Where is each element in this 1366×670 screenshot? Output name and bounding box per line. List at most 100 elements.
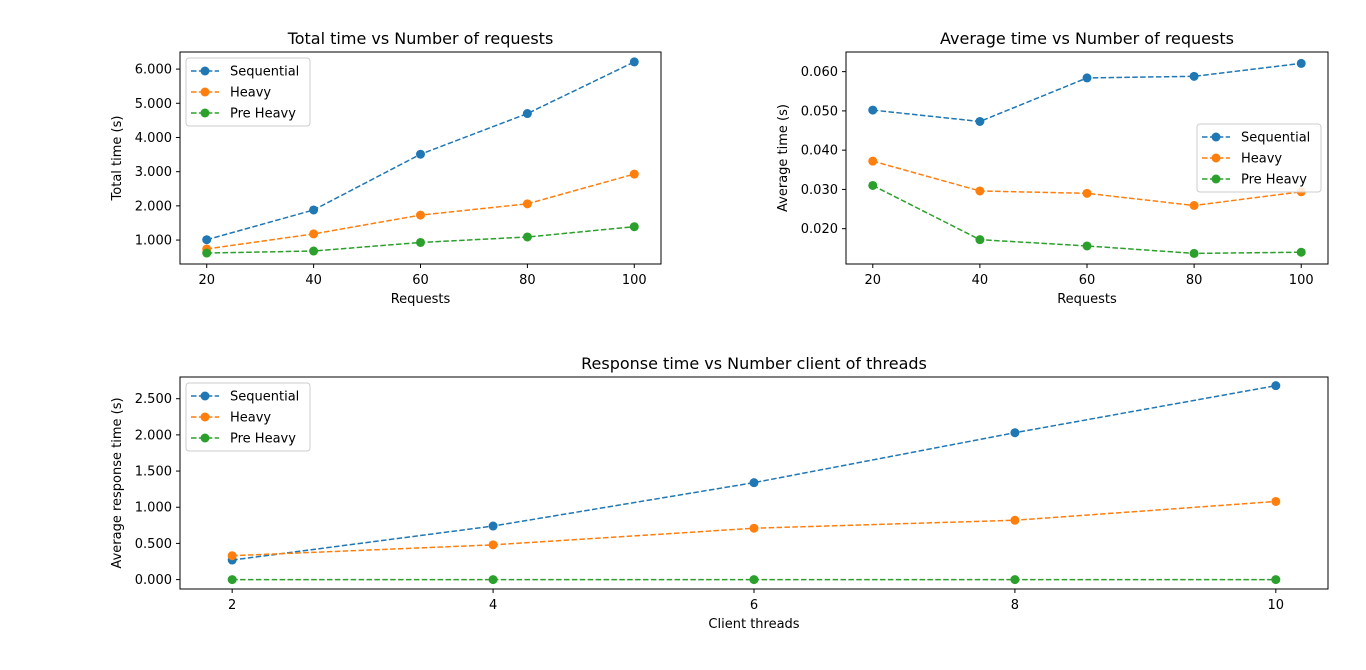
legend-entry: Heavy [1202, 152, 1282, 167]
legend: Sequential Heavy Pre Heavy [185, 57, 311, 127]
series-line-sequential [232, 384, 1276, 561]
legend-entry: Heavy [191, 411, 271, 426]
x-tick-label: 6 [750, 598, 758, 613]
data-point-sequential [488, 521, 498, 531]
legend-marker [1211, 174, 1221, 184]
data-point-sequential [1010, 428, 1020, 438]
chart-3: Response time vs Number client of thread… [110, 354, 1329, 632]
plot-frame [179, 376, 1329, 590]
legend-label: Sequential [230, 390, 299, 405]
data-point-pre-heavy [1010, 575, 1020, 585]
data-point-pre-heavy [488, 575, 498, 585]
data-point-heavy [868, 156, 878, 166]
x-tick-label: 2 [228, 598, 236, 613]
data-point-heavy [1010, 515, 1020, 525]
y-tick-label: 0.020 [801, 222, 838, 237]
data-point-sequential [522, 109, 532, 119]
legend-marker [200, 87, 210, 97]
legend-box [185, 57, 311, 127]
x-tick-label: 100 [622, 273, 647, 288]
x-tick-label: 40 [305, 273, 322, 288]
data-point-heavy [1189, 201, 1199, 211]
legend-label: Heavy [1241, 152, 1282, 167]
y-tick-label: 0.060 [801, 65, 838, 80]
data-point-sequential [1082, 73, 1092, 83]
plot-frame [179, 51, 662, 265]
x-tick-label: 10 [1268, 598, 1285, 613]
legend-label: Heavy [230, 86, 271, 101]
x-axis-label: Requests [391, 292, 451, 307]
y-tick-label: 6.000 [135, 63, 172, 78]
y-tick-label: 2.000 [135, 428, 172, 443]
legend-label: Pre Heavy [230, 107, 296, 122]
data-point-pre-heavy [202, 248, 212, 258]
plot-frame [845, 51, 1329, 265]
data-point-pre-heavy [1296, 247, 1306, 257]
data-point-pre-heavy [1271, 575, 1281, 585]
chart-1: Total time vs Number of requests 20 40 60 80… [110, 29, 662, 307]
legend-box [185, 382, 311, 452]
legend: Sequential Heavy Pre Heavy [185, 382, 311, 452]
y-axis-label: Total time (s) [110, 116, 125, 202]
data-point-pre-heavy [975, 235, 985, 245]
legend-label: Sequential [230, 65, 299, 80]
x-tick-label: 4 [489, 598, 497, 613]
y-tick-label: 0.030 [801, 183, 838, 198]
legend-entry: Sequential [1202, 131, 1310, 146]
x-tick-label: 80 [1186, 273, 1203, 288]
data-point-heavy [522, 199, 532, 209]
data-point-pre-heavy [522, 232, 532, 242]
legend-label: Pre Heavy [1241, 173, 1307, 188]
x-axis-label: Client threads [708, 617, 799, 632]
x-tick-label: 40 [972, 273, 989, 288]
legend-marker [200, 433, 210, 443]
data-point-sequential [416, 149, 425, 159]
legend-entry: Heavy [191, 86, 271, 101]
data-point-pre-heavy [629, 222, 639, 232]
legend-entry: Sequential [191, 390, 299, 405]
legend-label: Sequential [1241, 131, 1310, 146]
y-tick-label: 3.000 [135, 165, 172, 180]
y-tick-label: 2.000 [135, 199, 172, 214]
data-point-sequential [1189, 71, 1199, 81]
series-line-pre-heavy [872, 184, 1302, 255]
data-point-pre-heavy [1189, 248, 1199, 258]
x-tick-label: 60 [412, 273, 429, 288]
data-point-sequential [629, 57, 639, 67]
data-point-heavy [629, 169, 639, 179]
y-axis-label: Average response time (s) [110, 397, 125, 568]
legend-marker [200, 108, 210, 118]
y-tick-label: 5.000 [135, 97, 172, 112]
data-point-pre-heavy [1082, 241, 1092, 251]
legend-marker [200, 66, 210, 76]
x-tick-label: 100 [1289, 273, 1314, 288]
data-point-pre-heavy [227, 575, 237, 585]
chart-2: Average time vs Number of requests 20 40 60… [776, 29, 1329, 307]
chart-title: Response time vs Number client of thread… [581, 354, 927, 373]
y-tick-label: 4.000 [135, 131, 172, 146]
data-point-heavy [1271, 496, 1281, 506]
x-axis-label: Requests [1057, 292, 1117, 307]
legend-entry: Sequential [191, 65, 299, 80]
legend-label: Pre Heavy [230, 432, 296, 447]
y-tick-label: 0.050 [801, 104, 838, 119]
y-tick-label: 0.040 [801, 144, 838, 159]
data-point-heavy [309, 229, 319, 239]
x-tick-label: 20 [865, 273, 882, 288]
data-point-heavy [1082, 188, 1092, 198]
y-tick-label: 0.000 [135, 573, 172, 588]
legend-marker [1211, 132, 1221, 142]
y-tick-label: 2.500 [135, 392, 172, 407]
legend-entry: Pre Heavy [191, 432, 296, 447]
legend: Sequential Heavy Pre Heavy [1196, 123, 1322, 193]
data-point-sequential [202, 235, 212, 245]
chart-title: Total time vs Number of requests [287, 29, 554, 48]
y-tick-label: 1.000 [135, 501, 172, 516]
data-point-sequential [309, 205, 319, 215]
y-tick-label: 1.500 [135, 465, 172, 480]
data-point-heavy [749, 523, 759, 533]
legend-box [1196, 123, 1322, 193]
y-tick-label: 0.500 [135, 537, 172, 552]
data-point-heavy [975, 186, 985, 196]
